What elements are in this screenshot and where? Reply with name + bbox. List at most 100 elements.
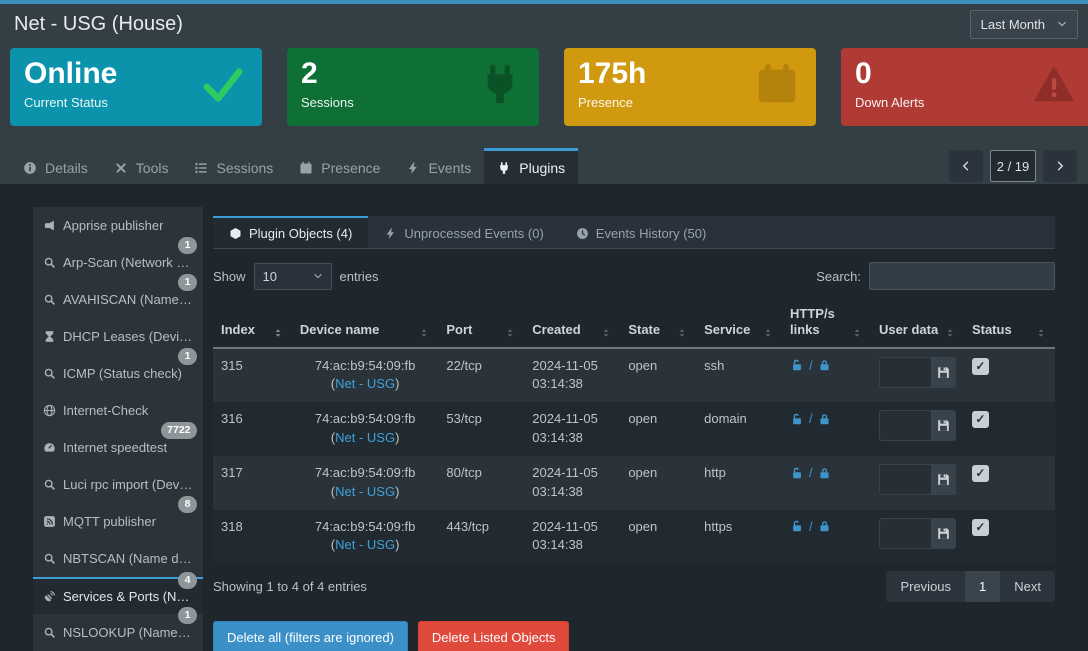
cell-index: 317 <box>221 464 243 480</box>
cell-device: 74:ac:b9:54:09:fb (Net - USG) <box>292 510 439 564</box>
plug-icon <box>477 61 523 107</box>
lock-open-icon[interactable] <box>790 466 805 481</box>
search-icon <box>43 293 56 306</box>
user-data-input[interactable] <box>878 517 931 549</box>
tab-label: Events <box>428 159 472 176</box>
lock-open-icon[interactable] <box>790 412 805 427</box>
lock-icon[interactable] <box>817 358 832 373</box>
status-checkbox[interactable] <box>971 518 989 536</box>
column-header-status[interactable]: Status <box>963 302 1055 349</box>
list-ol-icon <box>194 161 208 175</box>
tab-label: Unprocessed Events (0) <box>404 225 544 241</box>
sort-icon[interactable] <box>504 327 516 339</box>
sidebar-item-mqtt-publisher[interactable]: MQTT publisher 8 <box>33 496 203 540</box>
search-icon <box>43 552 56 565</box>
sidebar-item-luci-rpc-import[interactable]: Luci rpc import (Devi… <box>33 466 203 503</box>
lock-icon[interactable] <box>817 519 832 534</box>
lock-open-icon[interactable] <box>790 519 805 534</box>
tab-plugin-objects[interactable]: Plugin Objects (4) <box>213 216 369 248</box>
tab-plugins[interactable]: Plugins <box>484 148 579 184</box>
user-data-input[interactable] <box>878 356 931 388</box>
sort-icon[interactable] <box>676 327 688 339</box>
status-checkbox[interactable] <box>971 357 989 375</box>
column-header-state[interactable]: State <box>620 302 697 349</box>
lock-icon[interactable] <box>817 466 832 481</box>
page-1-button[interactable]: 1 <box>965 571 1001 603</box>
delete-all-button[interactable]: Delete all (filters are ignored) <box>213 621 408 651</box>
sidebar-item-apprise-publisher[interactable]: Apprise publisher <box>33 207 203 244</box>
status-checkbox[interactable] <box>971 465 989 483</box>
sidebar-item-arp-scan[interactable]: Arp-Scan (Network s… 1 <box>33 237 203 281</box>
tab-events[interactable]: Events <box>393 148 484 184</box>
column-header-index[interactable]: Index <box>213 302 292 349</box>
sidebar-item-label: MQTT publisher <box>63 514 156 529</box>
cell-index: 316 <box>221 411 243 427</box>
sort-icon[interactable] <box>944 327 956 339</box>
device-page-indicator: 2 / 19 <box>990 150 1036 182</box>
lock-open-icon[interactable] <box>790 358 805 373</box>
column-header-service[interactable]: Service <box>696 302 783 349</box>
tab-presence[interactable]: Presence <box>286 148 393 184</box>
floppy-icon <box>936 365 951 380</box>
cell-status <box>964 402 1055 456</box>
search-input[interactable] <box>869 262 1055 290</box>
status-checkbox[interactable] <box>971 411 989 429</box>
page-size-select[interactable]: 10 <box>253 262 332 290</box>
sort-icon[interactable] <box>600 327 612 339</box>
tab-tools[interactable]: Tools <box>101 148 182 184</box>
speedometer-icon <box>43 441 56 454</box>
chevron-left-icon <box>960 160 972 172</box>
sidebar-item-services-ports[interactable]: Services & Ports (NM… 4 <box>33 572 203 614</box>
device-link[interactable]: Net - USG <box>335 537 396 553</box>
sort-icon[interactable] <box>762 327 774 339</box>
sort-icon[interactable] <box>851 327 863 339</box>
device-pager: 2 / 19 <box>949 148 1077 184</box>
sort-icon[interactable] <box>272 327 284 339</box>
cell-state: open <box>628 518 658 534</box>
previous-page-button[interactable]: Previous <box>886 571 966 603</box>
sidebar-item-label: Internet speedtest <box>63 440 168 455</box>
count-badge: 1 <box>178 237 197 254</box>
sidebar-item-icmp[interactable]: ICMP (Status check) 1 <box>33 348 203 392</box>
column-header-user-data[interactable]: User data <box>870 302 964 349</box>
save-user-data-button[interactable] <box>930 356 956 388</box>
column-header-port[interactable]: Port <box>438 302 525 349</box>
delete-listed-button[interactable]: Delete Listed Objects <box>417 621 570 651</box>
tab-sessions[interactable]: Sessions <box>181 148 286 184</box>
column-header-device-name[interactable]: Device name <box>291 302 439 349</box>
device-link[interactable]: Net - USG <box>335 430 396 446</box>
cell-port: 80/tcp <box>446 464 482 480</box>
floppy-icon <box>936 418 951 433</box>
sort-icon[interactable] <box>1035 327 1047 339</box>
prev-device-button[interactable] <box>949 150 983 182</box>
device-link[interactable]: Net - USG <box>335 376 396 392</box>
sort-icon[interactable] <box>418 327 430 339</box>
column-header-created[interactable]: Created <box>524 302 621 349</box>
sidebar-item-dhcp-leases[interactable]: DHCP Leases (Device … <box>33 318 203 355</box>
next-page-button[interactable]: Next <box>1000 571 1055 603</box>
tab-events-history[interactable]: Events History (50) <box>560 216 723 248</box>
save-user-data-button[interactable] <box>930 410 956 442</box>
card-value: 2 <box>301 57 318 90</box>
search-icon <box>43 256 56 269</box>
save-user-data-button[interactable] <box>930 463 956 495</box>
tab-unprocessed-events[interactable]: Unprocessed Events (0) <box>368 216 559 248</box>
chevron-right-icon <box>1054 160 1066 172</box>
sidebar-item-label: AVAHISCAN (Name di… <box>63 292 193 307</box>
column-header-http-links[interactable]: HTTP/s links <box>782 302 871 349</box>
save-user-data-button[interactable] <box>930 517 956 549</box>
tab-details[interactable]: Details <box>10 148 101 184</box>
lock-icon[interactable] <box>817 412 832 427</box>
sidebar-item-nslookup[interactable]: NSLOOKUP (Name di… 1 <box>33 607 203 651</box>
user-data-input[interactable] <box>878 463 931 495</box>
device-link[interactable]: Net - USG <box>335 483 396 499</box>
cell-index: 318 <box>221 518 243 534</box>
user-data-input[interactable] <box>878 410 931 442</box>
sidebar-item-internet-speedtest[interactable]: Internet speedtest 7722 <box>33 422 203 466</box>
search-icon <box>43 626 56 639</box>
sidebar-item-avahiscan[interactable]: AVAHISCAN (Name di… 1 <box>33 274 203 318</box>
cell-device: 74:ac:b9:54:09:fb (Net - USG) <box>292 348 439 403</box>
next-device-button[interactable] <box>1043 150 1077 182</box>
date-range-select[interactable]: Last Month <box>969 9 1078 39</box>
sidebar-item-nbtscan[interactable]: NBTSCAN (Name disc… <box>33 540 203 577</box>
